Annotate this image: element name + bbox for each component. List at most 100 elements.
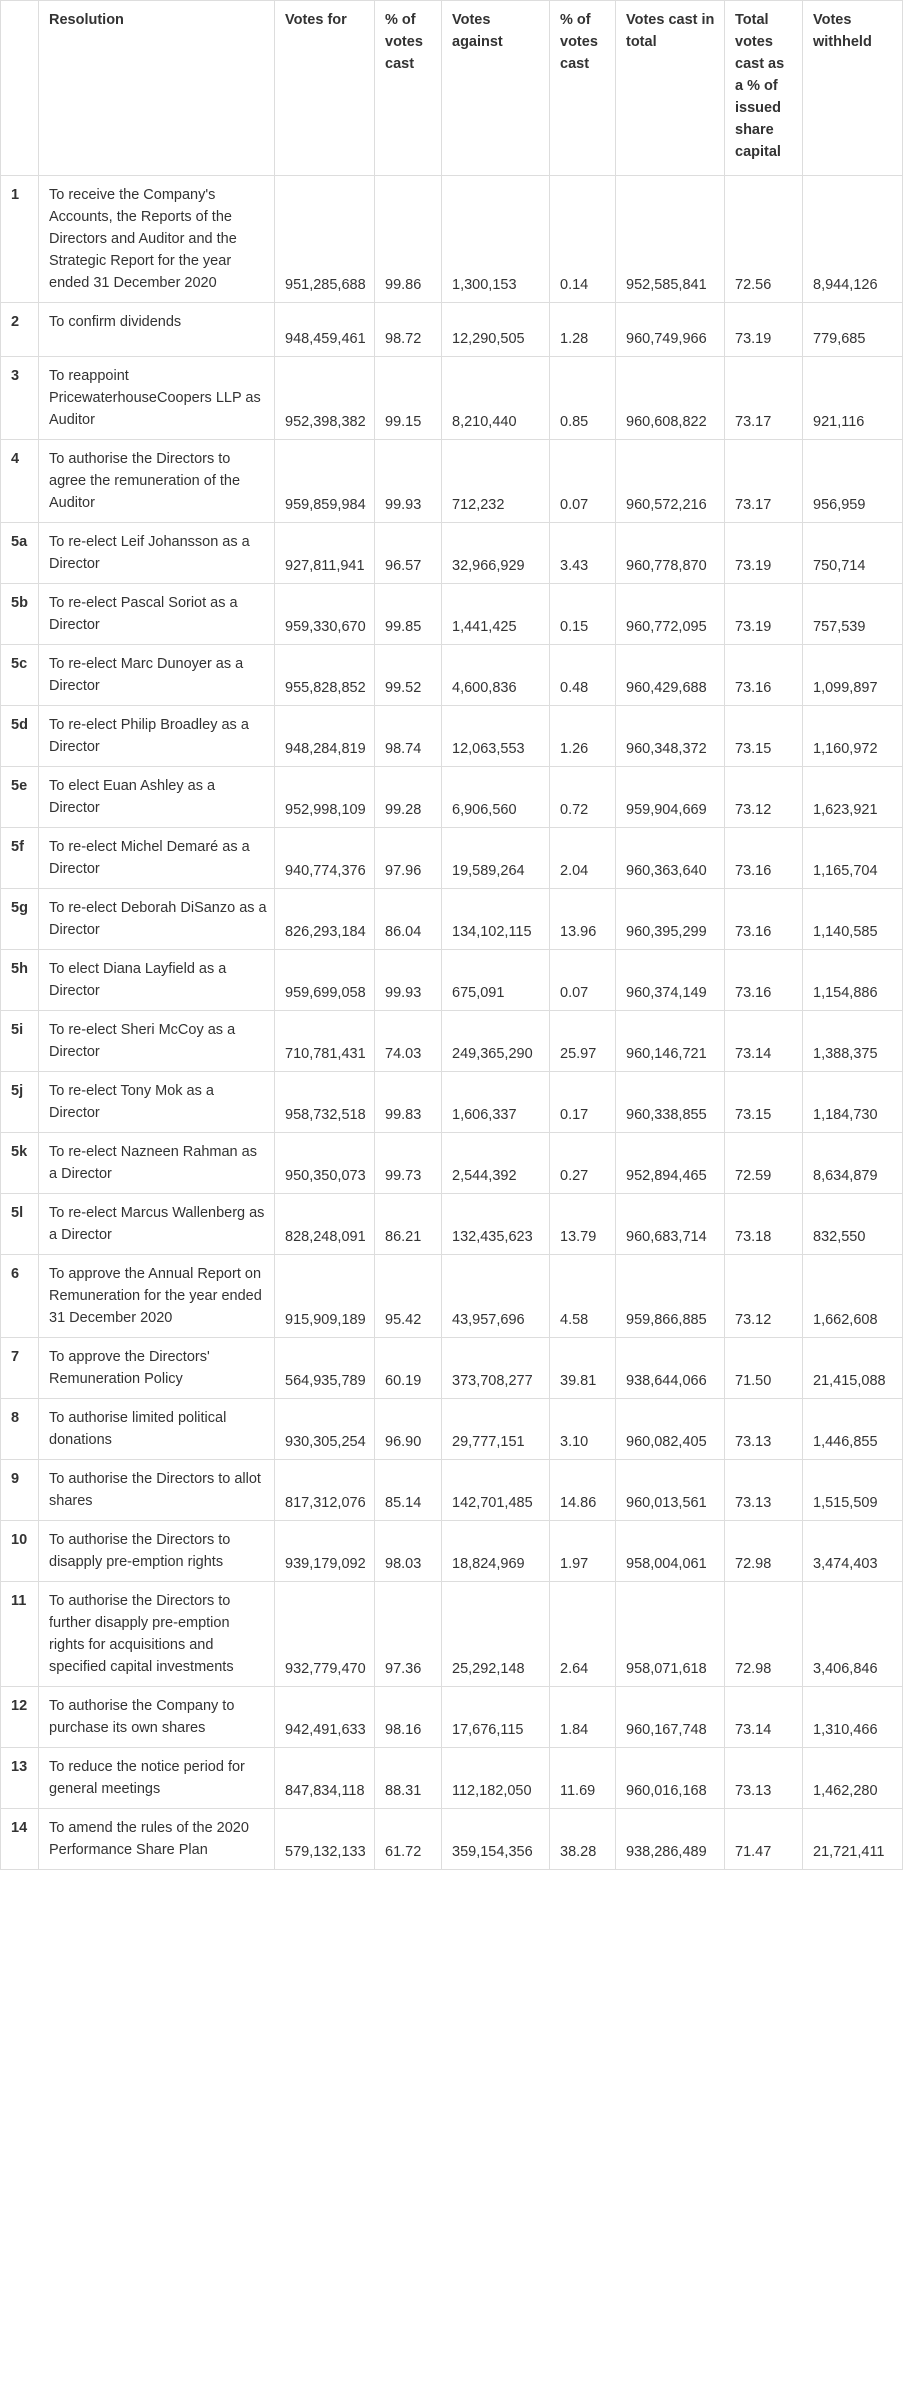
pct-for-value: 61.72 <box>374 1808 442 1870</box>
table-row: 14 To amend the rules of the 2020 Perform… <box>0 1808 903 1870</box>
withheld-value: 750,714 <box>802 522 903 584</box>
pct-for-value: 99.15 <box>374 356 442 440</box>
pct-against-value: 1.84 <box>549 1686 616 1748</box>
withheld-value: 921,116 <box>802 356 903 440</box>
resolution-text: To re-elect Leif Johansson as a Director <box>38 522 275 584</box>
votes-for-value: 927,811,941 <box>274 522 375 584</box>
votes-for-value: 930,305,254 <box>274 1398 375 1460</box>
pct-for-value: 88.31 <box>374 1747 442 1809</box>
pct-for-value: 86.04 <box>374 888 442 950</box>
header-pct-against: % of votes cast <box>549 0 616 176</box>
pct-against-value: 0.15 <box>549 583 616 645</box>
table-row: 2 To confirm dividends 948,459,461 98.72 12,… <box>0 302 903 357</box>
votes-for-value: 951,285,688 <box>274 175 375 303</box>
votes-against-value: 1,606,337 <box>441 1071 550 1133</box>
resolution-number: 12 <box>0 1686 39 1748</box>
votes-for-value: 828,248,091 <box>274 1193 375 1255</box>
votes-for-value: 952,398,382 <box>274 356 375 440</box>
withheld-value: 1,184,730 <box>802 1071 903 1133</box>
table-row: 5l To re-elect Marcus Wallenberg as a Dir… <box>0 1193 903 1255</box>
resolution-number: 7 <box>0 1337 39 1399</box>
withheld-value: 757,539 <box>802 583 903 645</box>
votes-for-value: 955,828,852 <box>274 644 375 706</box>
table-row: 5h To elect Diana Layfield as a Director 9… <box>0 949 903 1011</box>
pct-against-value: 0.07 <box>549 949 616 1011</box>
resolution-number: 3 <box>0 356 39 440</box>
withheld-value: 8,634,879 <box>802 1132 903 1194</box>
votes-against-value: 43,957,696 <box>441 1254 550 1338</box>
votes-for-value: 942,491,633 <box>274 1686 375 1748</box>
pct-capital-value: 73.14 <box>724 1686 803 1748</box>
table-row: 9 To authorise the Directors to allot sha… <box>0 1459 903 1521</box>
withheld-value: 779,685 <box>802 302 903 357</box>
votes-against-value: 25,292,148 <box>441 1581 550 1687</box>
pct-for-value: 96.90 <box>374 1398 442 1460</box>
table-row: 6 To approve the Annual Report on Remuner… <box>0 1254 903 1338</box>
withheld-value: 3,474,403 <box>802 1520 903 1582</box>
header-pct-capital: Total votes cast as a % of issued share … <box>724 0 803 176</box>
votes-against-value: 249,365,290 <box>441 1010 550 1072</box>
pct-capital-value: 73.17 <box>724 439 803 523</box>
resolution-text: To authorise limited political donations <box>38 1398 275 1460</box>
withheld-value: 1,099,897 <box>802 644 903 706</box>
votes-against-value: 142,701,485 <box>441 1459 550 1521</box>
pct-for-value: 96.57 <box>374 522 442 584</box>
pct-capital-value: 73.12 <box>724 766 803 828</box>
pct-for-value: 99.93 <box>374 439 442 523</box>
resolution-number: 5k <box>0 1132 39 1194</box>
pct-against-value: 0.27 <box>549 1132 616 1194</box>
pct-against-value: 14.86 <box>549 1459 616 1521</box>
table-row: 5c To re-elect Marc Dunoyer as a Director… <box>0 644 903 706</box>
votes-total-value: 960,167,748 <box>615 1686 725 1748</box>
votes-against-value: 132,435,623 <box>441 1193 550 1255</box>
resolution-text: To approve the Annual Report on Remunera… <box>38 1254 275 1338</box>
votes-total-value: 960,572,216 <box>615 439 725 523</box>
votes-total-value: 938,286,489 <box>615 1808 725 1870</box>
table-row: 4 To authorise the Directors to agree the… <box>0 439 903 523</box>
resolution-text: To authorise the Directors to further di… <box>38 1581 275 1687</box>
votes-for-value: 948,284,819 <box>274 705 375 767</box>
table-row: 7 To approve the Directors' Remuneration … <box>0 1337 903 1399</box>
pct-for-value: 97.96 <box>374 827 442 889</box>
resolution-number: 10 <box>0 1520 39 1582</box>
resolution-number: 11 <box>0 1581 39 1687</box>
pct-for-value: 98.16 <box>374 1686 442 1748</box>
withheld-value: 3,406,846 <box>802 1581 903 1687</box>
votes-total-value: 960,429,688 <box>615 644 725 706</box>
table-row: 5a To re-elect Leif Johansson as a Direct… <box>0 522 903 584</box>
table-row: 5f To re-elect Michel Demaré as a Directo… <box>0 827 903 889</box>
resolution-number: 6 <box>0 1254 39 1338</box>
resolution-number: 8 <box>0 1398 39 1460</box>
pct-against-value: 1.97 <box>549 1520 616 1582</box>
resolution-number: 13 <box>0 1747 39 1809</box>
votes-against-value: 359,154,356 <box>441 1808 550 1870</box>
resolution-text: To authorise the Directors to disapply p… <box>38 1520 275 1582</box>
resolution-number: 5h <box>0 949 39 1011</box>
withheld-value: 8,944,126 <box>802 175 903 303</box>
votes-total-value: 960,608,822 <box>615 356 725 440</box>
votes-for-value: 959,699,058 <box>274 949 375 1011</box>
resolution-text: To re-elect Nazneen Rahman as a Director <box>38 1132 275 1194</box>
pct-against-value: 0.85 <box>549 356 616 440</box>
votes-for-value: 950,350,073 <box>274 1132 375 1194</box>
votes-total-value: 960,082,405 <box>615 1398 725 1460</box>
header-number <box>0 0 39 176</box>
votes-for-value: 959,859,984 <box>274 439 375 523</box>
pct-for-value: 85.14 <box>374 1459 442 1521</box>
pct-capital-value: 72.59 <box>724 1132 803 1194</box>
votes-total-value: 960,778,870 <box>615 522 725 584</box>
resolution-number: 2 <box>0 302 39 357</box>
table-header: Resolution Votes for % of votes cast Vot… <box>0 0 903 176</box>
votes-total-value: 960,338,855 <box>615 1071 725 1133</box>
pct-against-value: 3.43 <box>549 522 616 584</box>
votes-for-value: 952,998,109 <box>274 766 375 828</box>
resolution-number: 5a <box>0 522 39 584</box>
table-row: 5k To re-elect Nazneen Rahman as a Direct… <box>0 1132 903 1194</box>
pct-against-value: 2.04 <box>549 827 616 889</box>
pct-for-value: 95.42 <box>374 1254 442 1338</box>
withheld-value: 1,388,375 <box>802 1010 903 1072</box>
pct-for-value: 99.83 <box>374 1071 442 1133</box>
table-row: 10 To authorise the Directors to disapply… <box>0 1520 903 1582</box>
resolution-number: 5l <box>0 1193 39 1255</box>
votes-for-value: 939,179,092 <box>274 1520 375 1582</box>
